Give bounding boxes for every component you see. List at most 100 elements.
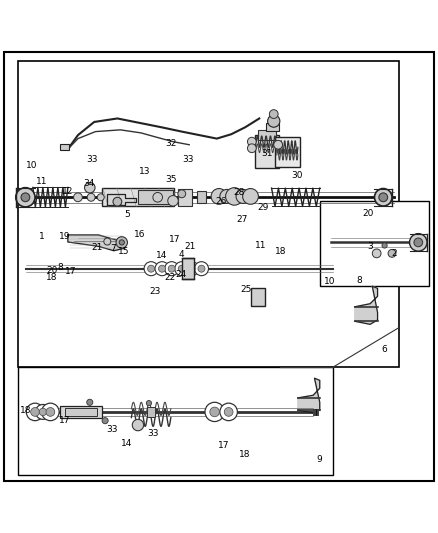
Bar	[64, 408, 97, 416]
Circle shape	[236, 189, 250, 204]
Bar	[178, 189, 192, 206]
Bar	[102, 188, 174, 206]
Bar	[60, 406, 102, 418]
Text: 29: 29	[257, 203, 268, 212]
Text: 18: 18	[20, 406, 31, 415]
Circle shape	[146, 400, 152, 406]
Text: 25: 25	[240, 285, 252, 294]
Bar	[182, 258, 194, 279]
Circle shape	[168, 196, 178, 206]
Bar	[258, 130, 276, 140]
Circle shape	[104, 238, 111, 245]
Text: 21: 21	[185, 243, 196, 251]
Text: 24: 24	[175, 270, 187, 279]
Bar	[255, 135, 279, 168]
Circle shape	[178, 190, 186, 198]
Circle shape	[175, 262, 189, 276]
Bar	[60, 144, 69, 150]
Text: 33: 33	[148, 429, 159, 438]
Text: 9: 9	[317, 455, 323, 464]
Bar	[18, 367, 333, 474]
Circle shape	[372, 249, 381, 258]
Bar	[147, 407, 155, 417]
Circle shape	[35, 405, 50, 419]
Circle shape	[42, 403, 59, 421]
Circle shape	[205, 402, 224, 422]
Text: 20: 20	[362, 208, 374, 217]
Bar	[320, 201, 429, 286]
Circle shape	[116, 237, 127, 248]
Circle shape	[102, 418, 108, 424]
Circle shape	[46, 408, 55, 416]
Text: 28: 28	[233, 189, 244, 197]
Text: 33: 33	[183, 155, 194, 164]
Text: 1: 1	[39, 232, 45, 241]
Text: 3: 3	[367, 243, 373, 251]
Circle shape	[220, 189, 234, 204]
Circle shape	[159, 265, 166, 272]
Circle shape	[198, 265, 205, 272]
Text: 17: 17	[169, 235, 180, 244]
Text: 35: 35	[165, 175, 177, 184]
Text: 18: 18	[46, 272, 57, 281]
Circle shape	[39, 408, 46, 416]
Circle shape	[185, 262, 199, 276]
Bar	[266, 123, 279, 131]
Text: 33: 33	[106, 425, 117, 434]
Text: 11: 11	[36, 177, 47, 187]
Text: 2: 2	[392, 249, 397, 258]
Bar	[138, 190, 173, 204]
Circle shape	[210, 407, 219, 417]
Text: 33: 33	[86, 155, 98, 164]
Circle shape	[414, 238, 423, 247]
Bar	[18, 61, 399, 367]
Text: 32: 32	[165, 139, 177, 148]
Circle shape	[220, 403, 237, 421]
Circle shape	[87, 193, 95, 201]
Text: 14: 14	[120, 439, 132, 448]
Text: 17: 17	[218, 441, 229, 450]
Circle shape	[382, 243, 387, 248]
Circle shape	[144, 262, 158, 276]
Circle shape	[178, 265, 185, 272]
Text: 17: 17	[65, 267, 77, 276]
Circle shape	[247, 144, 256, 152]
Text: 30: 30	[291, 171, 303, 180]
Circle shape	[224, 408, 233, 416]
Circle shape	[132, 419, 144, 431]
Text: 20: 20	[46, 266, 57, 276]
Text: 17: 17	[59, 416, 71, 425]
Circle shape	[226, 188, 243, 205]
Bar	[275, 137, 300, 167]
Circle shape	[97, 194, 104, 201]
Circle shape	[74, 193, 82, 201]
Text: 10: 10	[324, 277, 335, 286]
Text: 8: 8	[57, 263, 64, 272]
Bar	[313, 409, 318, 415]
Text: 21: 21	[92, 243, 103, 252]
Text: 27: 27	[236, 215, 247, 224]
Text: 10: 10	[26, 161, 37, 170]
Text: 8: 8	[356, 276, 362, 285]
Circle shape	[168, 265, 175, 272]
Circle shape	[16, 188, 35, 207]
Bar	[197, 191, 206, 204]
Circle shape	[26, 403, 44, 421]
Text: 5: 5	[124, 211, 130, 219]
Text: 18: 18	[239, 450, 250, 459]
Text: 16: 16	[134, 230, 145, 239]
Circle shape	[243, 189, 258, 204]
Text: 23: 23	[150, 287, 161, 296]
Circle shape	[269, 110, 278, 118]
Circle shape	[165, 262, 179, 276]
Circle shape	[119, 240, 124, 245]
Text: 15: 15	[118, 247, 129, 256]
Circle shape	[153, 192, 162, 202]
Text: 7: 7	[110, 245, 116, 254]
Polygon shape	[68, 235, 125, 251]
Circle shape	[85, 182, 95, 193]
Circle shape	[374, 189, 392, 206]
Polygon shape	[355, 286, 378, 324]
Polygon shape	[107, 194, 136, 205]
Circle shape	[188, 265, 195, 272]
